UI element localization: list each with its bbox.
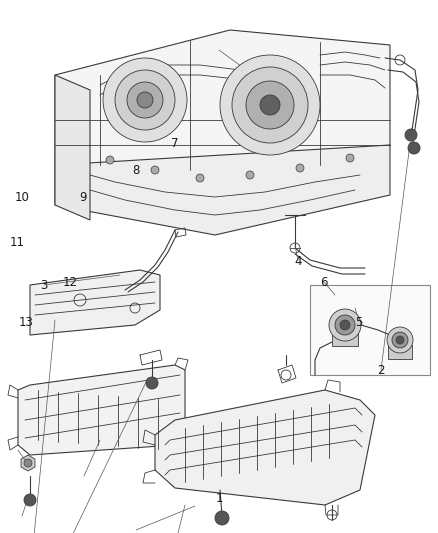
Text: 7: 7	[171, 138, 179, 150]
Polygon shape	[155, 390, 375, 505]
Text: 2: 2	[377, 364, 385, 377]
Circle shape	[137, 92, 153, 108]
Circle shape	[396, 336, 404, 344]
Text: 1: 1	[215, 492, 223, 505]
Circle shape	[215, 511, 229, 525]
Text: 13: 13	[19, 316, 34, 329]
Circle shape	[335, 315, 355, 335]
Polygon shape	[55, 75, 90, 220]
Text: 6: 6	[320, 276, 328, 289]
Circle shape	[127, 82, 163, 118]
Circle shape	[196, 174, 204, 182]
Text: 5: 5	[356, 316, 363, 329]
Circle shape	[346, 154, 354, 162]
Circle shape	[146, 377, 158, 389]
Circle shape	[405, 129, 417, 141]
Circle shape	[387, 327, 413, 353]
Text: 8: 8	[132, 164, 139, 177]
Circle shape	[151, 166, 159, 174]
Polygon shape	[18, 365, 185, 455]
Bar	[388, 345, 412, 359]
Circle shape	[24, 494, 36, 506]
Bar	[332, 330, 358, 346]
Circle shape	[220, 55, 320, 155]
Polygon shape	[21, 455, 35, 471]
Circle shape	[408, 142, 420, 154]
Circle shape	[246, 81, 294, 129]
Circle shape	[392, 332, 408, 348]
Circle shape	[24, 459, 32, 467]
Text: 11: 11	[10, 236, 25, 249]
Circle shape	[296, 164, 304, 172]
Polygon shape	[30, 270, 160, 335]
Text: 9: 9	[79, 191, 87, 204]
Circle shape	[103, 58, 187, 142]
Circle shape	[106, 156, 114, 164]
Circle shape	[246, 171, 254, 179]
Circle shape	[260, 95, 280, 115]
Circle shape	[329, 309, 361, 341]
Text: 4: 4	[294, 255, 302, 268]
Text: 12: 12	[63, 276, 78, 289]
Text: 10: 10	[14, 191, 29, 204]
Circle shape	[232, 67, 308, 143]
Text: 3: 3	[40, 279, 47, 292]
Bar	[310, 285, 430, 375]
Circle shape	[340, 320, 350, 330]
Circle shape	[115, 70, 175, 130]
Polygon shape	[55, 145, 390, 235]
Polygon shape	[55, 30, 390, 185]
